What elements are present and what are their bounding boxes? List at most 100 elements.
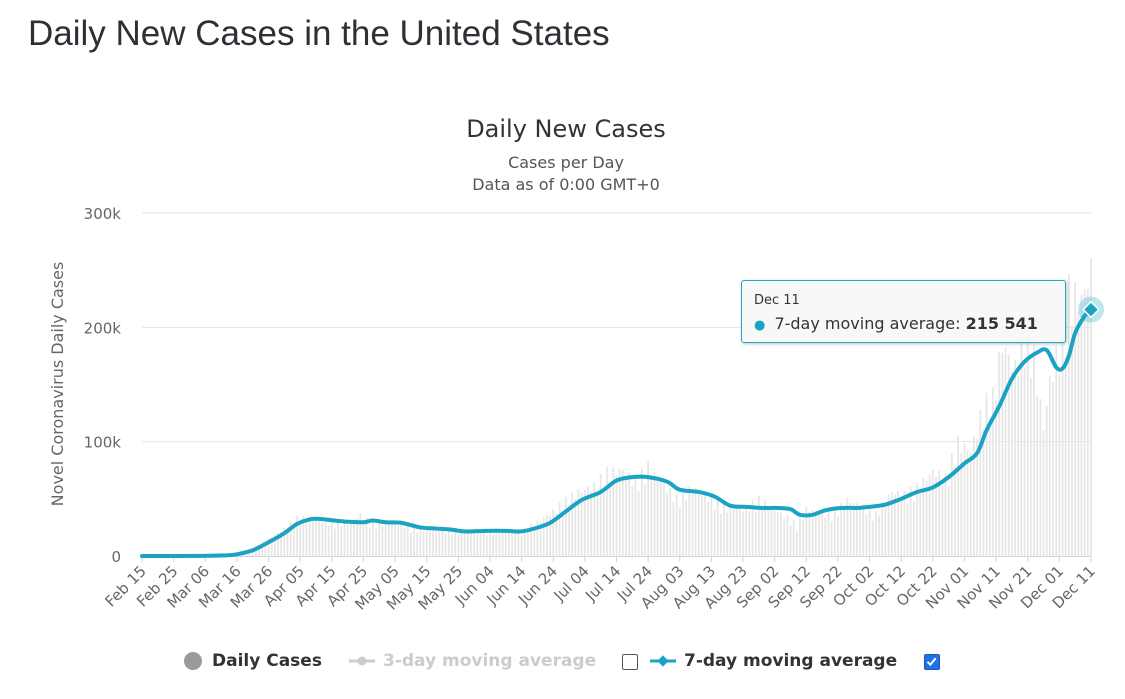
- daily-case-bar: [783, 518, 786, 556]
- daily-case-bar: [340, 526, 343, 556]
- daily-case-bar: [602, 491, 605, 556]
- page-title: Daily New Cases in the United States: [28, 14, 610, 53]
- daily-case-bar: [1026, 321, 1029, 556]
- daily-case-bar: [416, 532, 419, 556]
- daily-case-bar: [378, 521, 381, 556]
- daily-case-bar: [305, 521, 308, 556]
- daily-case-bar: [843, 507, 846, 556]
- daily-case-bar: [381, 525, 384, 556]
- daily-case-bar: [739, 508, 741, 556]
- circle-marker-icon: [184, 652, 202, 670]
- daily-case-bar: [713, 509, 716, 556]
- daily-case-bar: [846, 497, 849, 556]
- daily-case-bar: [780, 512, 782, 556]
- daily-case-bar: [890, 492, 893, 556]
- daily-case-bar: [805, 506, 808, 556]
- tooltip-row: ● 7-day moving average: 215 541: [754, 314, 1038, 333]
- daily-case-bar: [334, 528, 336, 556]
- daily-case-bar: [818, 513, 820, 556]
- daily-case-bar: [536, 519, 539, 556]
- daily-case-bar: [840, 502, 842, 556]
- daily-case-bar: [258, 546, 260, 556]
- daily-case-bar: [814, 510, 817, 556]
- daily-case-bar: [410, 532, 412, 556]
- seven-day-average-line: [140, 307, 1093, 558]
- chart-title: Daily New Cases: [466, 115, 666, 143]
- daily-case-bar: [837, 516, 839, 556]
- daily-case-bar: [1074, 282, 1077, 556]
- daily-case-bar: [795, 531, 798, 556]
- daily-case-bar: [292, 527, 295, 556]
- daily-case-bar: [802, 519, 805, 556]
- daily-case-bar: [375, 529, 377, 556]
- daily-case-bar: [644, 484, 646, 556]
- daily-case-bar: [941, 486, 944, 556]
- checkmark-icon: [926, 657, 937, 667]
- daily-case-bar: [580, 492, 583, 556]
- daily-case-bar: [438, 530, 441, 556]
- y-tick-label: 100k: [84, 434, 122, 452]
- daily-case-bar: [729, 505, 732, 556]
- daily-case-bar: [495, 529, 498, 556]
- legend-item-7-day-average[interactable]: 7-day moving average: [650, 646, 897, 676]
- y-tick-label: 300k: [84, 205, 122, 223]
- daily-case-bar: [1033, 344, 1035, 556]
- daily-case-bar: [473, 529, 476, 556]
- legend-label-3-day-average: 3-day moving average: [383, 651, 597, 671]
- daily-case-bar: [1014, 360, 1016, 556]
- daily-case-bar: [406, 523, 409, 556]
- daily-case-bar: [1058, 374, 1061, 556]
- checkbox-3-day-average[interactable]: [622, 654, 638, 670]
- daily-case-bar: [1090, 257, 1092, 556]
- daily-case-bar: [362, 521, 365, 556]
- daily-case-bar: [555, 513, 558, 556]
- daily-case-bar: [944, 473, 947, 556]
- daily-case-bar: [492, 534, 494, 556]
- daily-case-bar: [324, 518, 327, 556]
- daily-case-bar: [1023, 368, 1026, 556]
- daily-case-bar: [691, 492, 694, 556]
- daily-case-bar: [391, 523, 393, 556]
- daily-new-cases-chart: Daily New Cases Cases per Day Data as of…: [48, 115, 1104, 614]
- daily-case-bar: [757, 495, 760, 556]
- daily-case-bar: [444, 533, 447, 556]
- daily-case-bar: [865, 514, 868, 556]
- daily-case-bar: [973, 436, 975, 556]
- daily-case-bar: [498, 532, 501, 556]
- daily-case-bar: [1086, 288, 1089, 556]
- daily-case-bar: [413, 525, 415, 556]
- y-axis-label: Novel Coronavirus Daily Cases: [48, 262, 67, 507]
- daily-case-bar: [286, 529, 289, 556]
- daily-case-bar: [938, 470, 941, 556]
- daily-case-bar: [1020, 326, 1023, 556]
- daily-case-bar: [697, 492, 700, 556]
- daily-case-bar: [422, 531, 425, 556]
- daily-case-bar: [1052, 381, 1054, 556]
- daily-case-bar: [1049, 376, 1051, 556]
- daily-case-bar: [368, 527, 371, 556]
- legend-item-daily-cases[interactable]: Daily Cases: [184, 646, 322, 676]
- daily-case-bar: [387, 523, 390, 556]
- daily-case-bar: [365, 517, 368, 556]
- daily-case-bar: [906, 503, 909, 556]
- daily-case-bar: [612, 467, 615, 556]
- daily-case-bar: [716, 499, 719, 556]
- daily-case-bar: [912, 501, 915, 556]
- daily-case-bar: [675, 493, 678, 556]
- daily-case-bar: [482, 528, 485, 556]
- daily-case-bar: [1017, 376, 1020, 556]
- daily-case-bar: [296, 515, 298, 556]
- daily-case-bar: [1077, 311, 1080, 556]
- daily-case-bar: [969, 452, 972, 556]
- daily-case-bar: [577, 489, 580, 556]
- legend-item-3-day-average[interactable]: 3-day moving average: [349, 646, 596, 676]
- daily-case-bar: [751, 499, 754, 556]
- daily-case-bar: [830, 521, 833, 556]
- daily-case-bar: [770, 505, 773, 556]
- checkbox-7-day-average[interactable]: [924, 654, 940, 670]
- daily-case-bar: [1001, 353, 1004, 556]
- seven-day-average-series: [140, 296, 1104, 558]
- daily-case-bar: [720, 513, 722, 556]
- daily-case-bar: [745, 505, 748, 556]
- daily-case-bar: [501, 529, 504, 556]
